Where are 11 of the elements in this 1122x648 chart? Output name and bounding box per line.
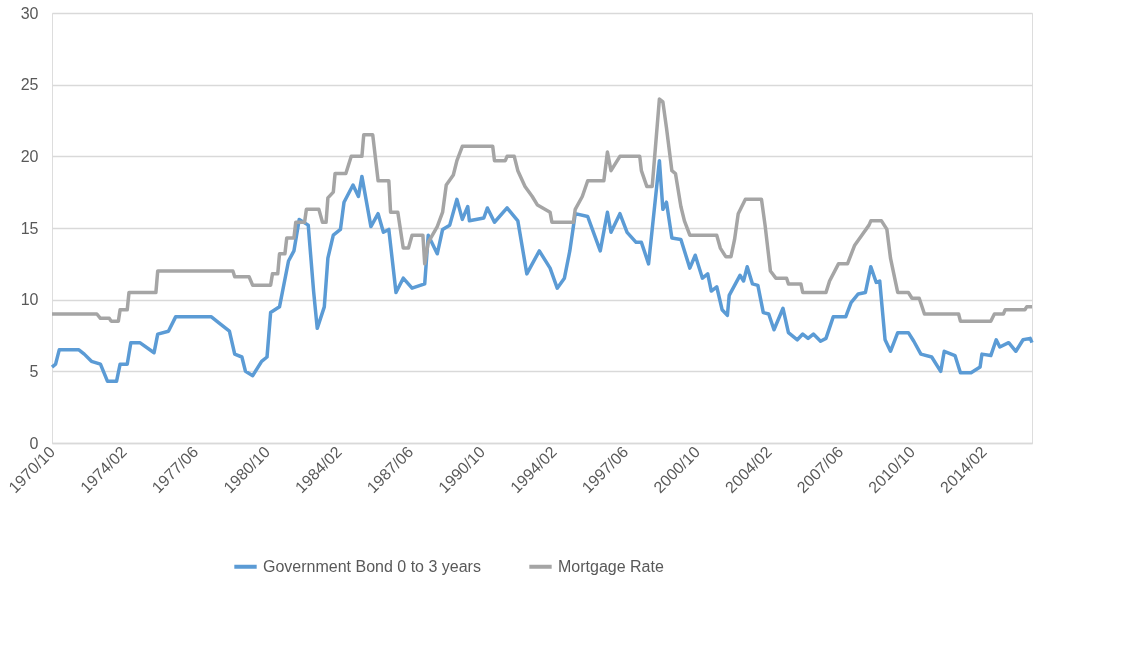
y-tick-label: 30 xyxy=(20,4,39,22)
y-tick-label: 25 xyxy=(20,76,39,94)
y-tick-label: 20 xyxy=(20,147,39,165)
legend-label: Mortgage Rate xyxy=(558,557,664,575)
y-tick-label: 15 xyxy=(20,219,39,237)
y-tick-label: 0 xyxy=(29,434,39,452)
y-tick-label: 5 xyxy=(29,362,39,380)
line-series xyxy=(50,97,1034,323)
line-series xyxy=(50,158,1034,384)
y-tick-label: 10 xyxy=(20,291,39,309)
legend-label: Government Bond 0 to 3 years xyxy=(263,557,481,575)
